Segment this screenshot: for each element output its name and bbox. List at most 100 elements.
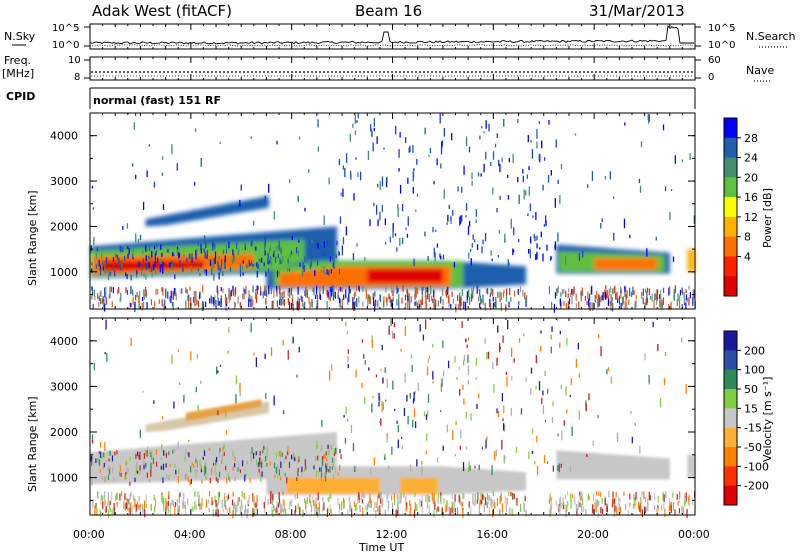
scatter-mark bbox=[460, 501, 462, 507]
range-tick-label: 1000 bbox=[50, 266, 78, 279]
scatter-mark bbox=[527, 134, 529, 143]
noise-left-tick-top: 10^5 bbox=[52, 23, 79, 34]
scatter-mark bbox=[172, 301, 174, 311]
scatter-mark bbox=[341, 298, 343, 308]
scatter-mark bbox=[519, 286, 522, 292]
scatter-mark bbox=[328, 270, 330, 276]
scatter-mark bbox=[382, 402, 384, 411]
scatter-mark bbox=[265, 289, 268, 297]
scatter-mark bbox=[512, 248, 514, 256]
scatter-mark bbox=[421, 286, 423, 295]
scatter-mark bbox=[327, 444, 329, 449]
scatter-mark bbox=[142, 504, 144, 511]
scatter-mark bbox=[176, 249, 178, 256]
scatter-mark bbox=[150, 462, 152, 471]
scatter-mark bbox=[205, 301, 207, 307]
scatter-mark bbox=[341, 250, 343, 256]
scatter-mark bbox=[651, 293, 653, 302]
scatter-mark bbox=[460, 301, 463, 306]
scatter-mark bbox=[163, 450, 165, 456]
scatter-mark bbox=[120, 246, 122, 253]
scatter-mark bbox=[393, 287, 395, 293]
scatter-mark bbox=[234, 302, 236, 308]
scatter-mark bbox=[162, 496, 164, 504]
scatter-mark bbox=[596, 499, 599, 507]
scatter-mark bbox=[425, 295, 427, 304]
scatter-mark bbox=[264, 496, 266, 505]
scatter-mark bbox=[416, 193, 419, 197]
scatter-mark bbox=[369, 467, 372, 475]
scatter-mark bbox=[414, 391, 416, 395]
scatter-mark bbox=[404, 326, 406, 336]
scatter-mark bbox=[213, 263, 215, 269]
scatter-mark bbox=[497, 325, 499, 333]
scatter-mark bbox=[626, 289, 628, 298]
scatter-mark bbox=[612, 303, 614, 308]
scatter-mark bbox=[278, 270, 280, 276]
scatter-mark bbox=[654, 293, 656, 301]
scatter-mark bbox=[453, 508, 455, 516]
scatter-mark bbox=[250, 262, 252, 266]
scatter-mark bbox=[629, 493, 631, 500]
range-tick-label: 3000 bbox=[50, 380, 78, 393]
scatter-mark bbox=[103, 462, 105, 468]
scatter-mark bbox=[258, 468, 260, 473]
scatter-mark bbox=[217, 500, 219, 506]
scatter-mark bbox=[493, 499, 495, 506]
scatter-mark bbox=[570, 378, 573, 385]
scatter-mark bbox=[276, 505, 278, 513]
scatter-mark bbox=[550, 170, 552, 176]
colorbar-tick-label: 8 bbox=[744, 231, 751, 244]
scatter-mark bbox=[354, 291, 356, 297]
scatter-mark bbox=[462, 509, 464, 519]
scatter-mark bbox=[373, 297, 375, 307]
scatter-mark bbox=[228, 294, 231, 303]
scatter-mark bbox=[199, 291, 201, 299]
scatter-mark bbox=[195, 386, 198, 393]
scatter-mark bbox=[467, 354, 469, 363]
scatter-mark bbox=[397, 203, 399, 209]
scatter-mark bbox=[468, 296, 471, 306]
scatter-mark bbox=[409, 464, 412, 472]
scatter-mark bbox=[153, 400, 155, 404]
scatter-mark bbox=[140, 269, 143, 276]
scatter-mark bbox=[375, 374, 378, 378]
power-colorbar-label: Power [dB] bbox=[761, 188, 774, 248]
scatter-mark bbox=[124, 493, 126, 501]
scatter-mark bbox=[384, 241, 387, 245]
scatter-mark bbox=[208, 507, 210, 513]
scatter-mark bbox=[236, 242, 238, 249]
scatter-mark bbox=[333, 285, 335, 294]
scatter-mark bbox=[293, 453, 295, 460]
scatter-mark bbox=[528, 186, 530, 196]
scatter-mark bbox=[597, 333, 600, 339]
scatter-mark bbox=[222, 270, 224, 275]
scatter-mark bbox=[217, 509, 219, 517]
scatter-mark bbox=[371, 339, 373, 348]
scatter-mark bbox=[410, 296, 412, 303]
scatter-mark bbox=[244, 466, 246, 472]
scatter-mark bbox=[330, 445, 332, 451]
scatter-mark bbox=[386, 434, 388, 443]
scatter-mark bbox=[435, 508, 438, 514]
scatter-mark bbox=[548, 120, 550, 125]
scatter-mark bbox=[557, 285, 559, 294]
scatter-mark bbox=[644, 508, 647, 513]
scatter-mark bbox=[478, 507, 481, 515]
scatter-mark bbox=[310, 505, 313, 513]
scatter-mark bbox=[393, 499, 396, 506]
scatter-mark bbox=[389, 236, 391, 243]
scatter-mark bbox=[263, 504, 266, 514]
scatter-mark bbox=[119, 245, 121, 251]
scatter-mark bbox=[111, 455, 114, 462]
scatter-mark bbox=[535, 212, 537, 220]
scatter-mark bbox=[334, 447, 337, 455]
scatter-mark bbox=[260, 286, 262, 292]
scatter-mark bbox=[149, 449, 151, 455]
scatter-mark bbox=[664, 351, 667, 356]
scatter-mark bbox=[107, 509, 110, 518]
scatter-mark bbox=[644, 506, 646, 516]
colorbar-segment bbox=[724, 276, 737, 297]
scatter-mark bbox=[613, 286, 615, 294]
